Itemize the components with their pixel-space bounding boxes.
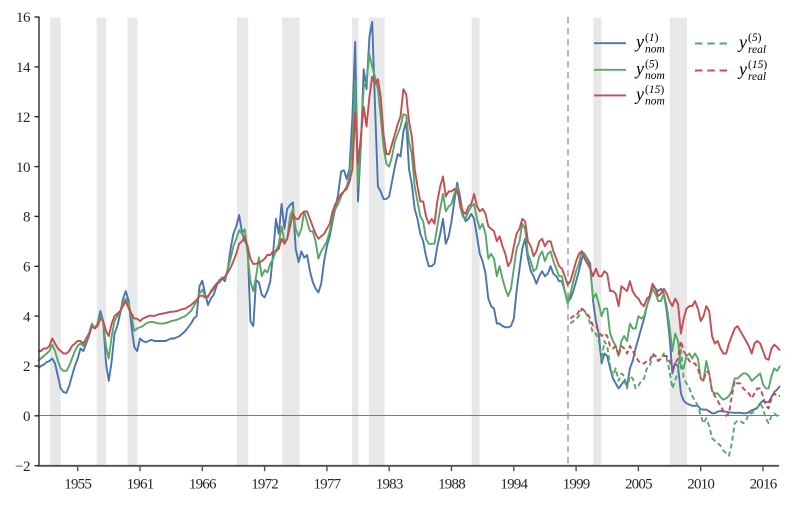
svg-text:2005: 2005 xyxy=(625,477,652,493)
svg-text:4: 4 xyxy=(23,309,31,325)
svg-text:1994: 1994 xyxy=(500,477,528,493)
svg-text:real: real xyxy=(748,71,766,83)
svg-text:(5): (5) xyxy=(748,32,762,44)
svg-text:12: 12 xyxy=(16,110,30,126)
svg-text:y: y xyxy=(737,59,747,79)
svg-text:nom: nom xyxy=(645,44,665,56)
svg-text:14: 14 xyxy=(16,60,31,76)
svg-text:2: 2 xyxy=(23,359,30,375)
svg-text:1983: 1983 xyxy=(376,477,403,493)
svg-text:6: 6 xyxy=(23,260,31,276)
svg-text:nom: nom xyxy=(645,96,665,108)
svg-text:16: 16 xyxy=(16,10,31,26)
svg-text:1955: 1955 xyxy=(64,477,91,493)
svg-text:8: 8 xyxy=(23,210,30,226)
svg-text:2010: 2010 xyxy=(687,477,714,493)
svg-text:1977: 1977 xyxy=(313,477,341,493)
svg-text:y: y xyxy=(634,84,644,104)
svg-text:1988: 1988 xyxy=(438,477,465,493)
svg-text:1972: 1972 xyxy=(251,477,278,493)
svg-text:y: y xyxy=(634,58,644,78)
svg-text:(15): (15) xyxy=(748,59,767,71)
svg-text:(15): (15) xyxy=(645,84,664,96)
svg-text:1966: 1966 xyxy=(189,477,217,493)
svg-text:(5): (5) xyxy=(645,59,659,71)
svg-text:2016: 2016 xyxy=(750,477,778,493)
svg-text:−2: −2 xyxy=(15,459,30,475)
svg-text:y: y xyxy=(737,32,747,52)
svg-text:y: y xyxy=(634,32,644,52)
svg-text:1999: 1999 xyxy=(563,477,590,493)
svg-text:(1): (1) xyxy=(645,32,659,44)
svg-text:0: 0 xyxy=(23,409,30,425)
svg-text:nom: nom xyxy=(645,70,665,82)
svg-text:real: real xyxy=(748,44,766,56)
svg-text:10: 10 xyxy=(16,160,30,176)
svg-text:1961: 1961 xyxy=(127,477,154,493)
